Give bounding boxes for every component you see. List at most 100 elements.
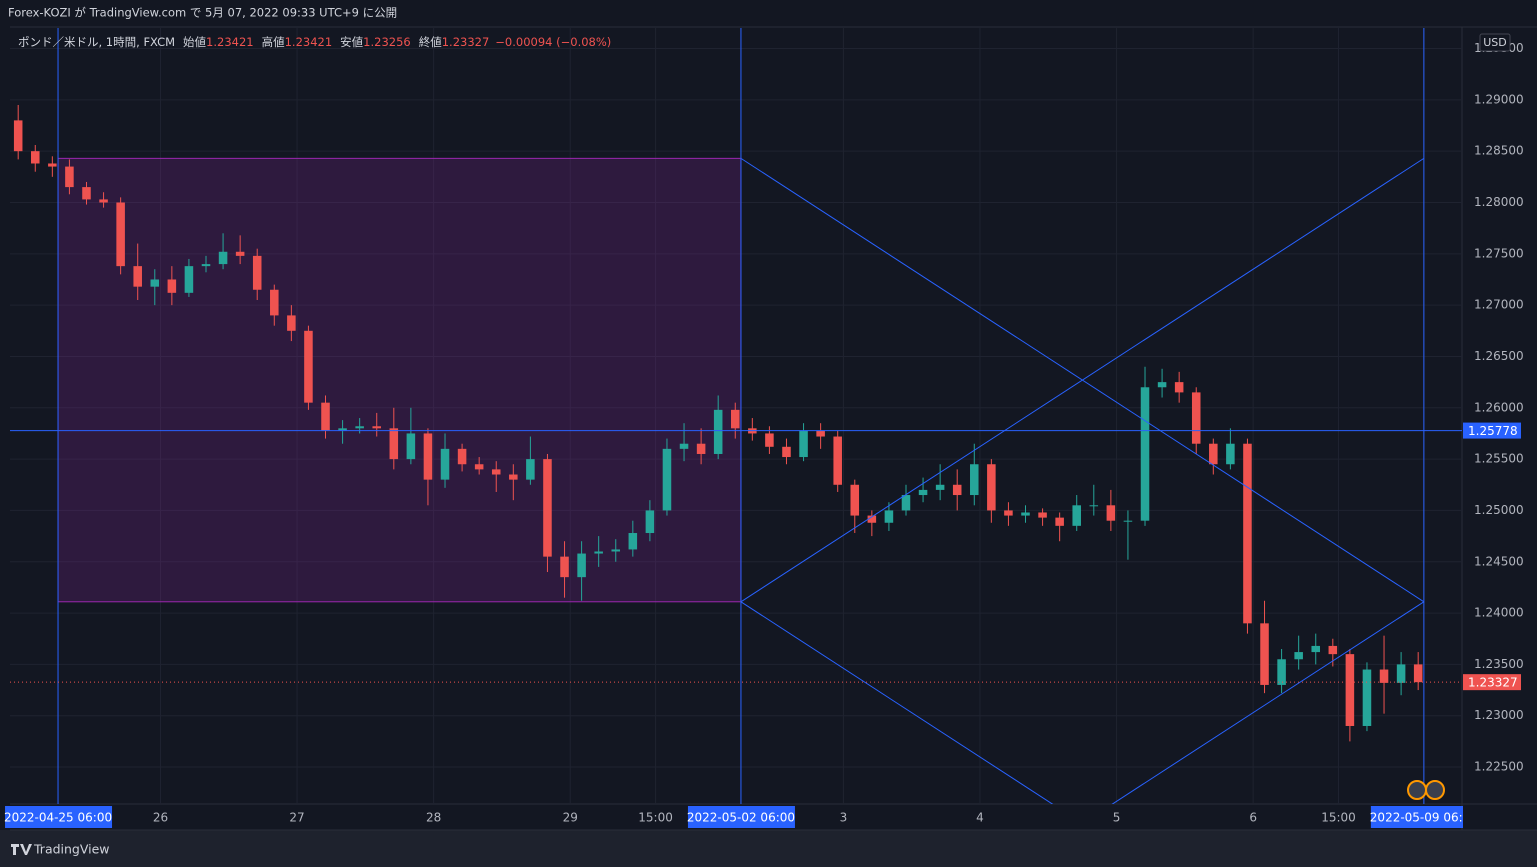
- overlay: 1.22500 1.23000 1.23500 1.24000 1.24500 1.250…: [4, 33, 1537, 829]
- legend-value: 1.23421: [285, 35, 333, 49]
- footer-bar: [0, 830, 1537, 867]
- legend: ポンド／米ドル, 1時間, FXCM 始値1.23421 高値1.23421 安値1.…: [18, 35, 611, 49]
- candle-body: [1072, 505, 1081, 526]
- candle-body: [423, 433, 433, 480]
- candle-body: [833, 436, 842, 485]
- candle-body: [116, 202, 125, 267]
- candle-body: [218, 251, 228, 265]
- legend-value: 1.23327: [442, 35, 490, 49]
- candle-body: [457, 448, 467, 465]
- legend-label: 始値: [183, 35, 206, 49]
- header-title: Forex-KOZI が TradingView.com で 5月 07, 20…: [8, 6, 397, 20]
- y-tick-label: 1.23500: [1474, 657, 1524, 671]
- candle-body: [867, 515, 877, 523]
- candle-body: [1260, 623, 1269, 685]
- candle-body: [1294, 652, 1303, 660]
- candle-body: [1243, 443, 1252, 624]
- price-badge-label: 1.25778: [1468, 424, 1518, 438]
- x-tick-label: 2022-04-25 06:00: [4, 811, 112, 825]
- candle-body: [799, 430, 808, 458]
- price-badge: [1463, 422, 1521, 439]
- candle-body: [1345, 654, 1355, 726]
- x-tick-label: 15:00: [638, 811, 673, 825]
- y-tick-label: 1.26000: [1474, 400, 1524, 414]
- brand-text: TradingView: [33, 842, 110, 857]
- candle-body: [270, 289, 279, 316]
- candle-body: [321, 402, 330, 431]
- candle-body: [935, 484, 945, 490]
- event-icon[interactable]: [1425, 780, 1445, 800]
- y-tick-label: 1.27000: [1474, 298, 1524, 312]
- event-icons: [1407, 780, 1445, 800]
- candle-body: [611, 549, 621, 552]
- y-tick-label: 1.25500: [1474, 452, 1524, 466]
- candle-body: [526, 459, 535, 480]
- y-tick-label: 1.22500: [1474, 760, 1524, 774]
- candle-body: [1379, 669, 1389, 683]
- candle-body: [1396, 664, 1406, 683]
- candle-body: [713, 409, 723, 454]
- candle-body: [1140, 387, 1150, 521]
- x-tick-label: 2022-05-02 06:00: [687, 811, 795, 825]
- y-tick-label: 1.25000: [1474, 503, 1524, 517]
- event-icon[interactable]: [1407, 780, 1427, 800]
- brand-logo: [11, 844, 32, 855]
- candle-body: [765, 433, 774, 447]
- y-tick-label: 1.26500: [1474, 349, 1524, 363]
- candle-body: [730, 409, 740, 429]
- candle-body: [1038, 512, 1047, 518]
- candle-body: [1209, 443, 1218, 465]
- candle-body: [662, 448, 672, 511]
- legend-value: 1.23421: [206, 35, 254, 49]
- y-tick-label: 1.28000: [1474, 195, 1524, 209]
- x-tick-label: 26: [153, 811, 168, 825]
- plot-area: [10, 28, 1462, 804]
- candle-body: [1174, 382, 1184, 393]
- candle-body: [167, 279, 177, 293]
- candle-body: [201, 264, 211, 267]
- candle-body: [918, 489, 928, 496]
- candle-body: [543, 459, 552, 557]
- candle-body: [1226, 443, 1235, 465]
- candle-body: [509, 474, 518, 480]
- candle-body: [389, 428, 399, 460]
- candle-body: [850, 484, 860, 516]
- candle-body: [782, 446, 791, 458]
- currency-label: USD: [1483, 36, 1507, 49]
- candle-body: [184, 266, 194, 293]
- candle-body: [1106, 505, 1116, 521]
- y-tick-label: 1.29000: [1474, 92, 1524, 106]
- x-tick-label: 2022-05-09 06:00: [1370, 811, 1478, 825]
- x-tick-badge: [1370, 806, 1478, 828]
- candle-body: [696, 443, 706, 454]
- candle-body: [252, 255, 262, 290]
- candle-body: [372, 426, 381, 429]
- x-tick-label: 6: [1249, 811, 1257, 825]
- candle-body: [560, 556, 569, 578]
- candle-body: [1021, 512, 1030, 516]
- x-tick-label: 15:00: [1321, 811, 1356, 825]
- candle-body: [952, 484, 962, 496]
- candle-body: [1311, 645, 1321, 653]
- x-tick-label: 28: [426, 811, 441, 825]
- candle-body: [1004, 510, 1013, 516]
- candle-body: [30, 151, 40, 164]
- candle-body: [150, 279, 160, 287]
- trend-line: [740, 601, 1054, 804]
- candle-body: [987, 464, 996, 511]
- candle-body: [1413, 664, 1423, 683]
- trend-line: [740, 157, 1425, 603]
- candle-body: [338, 428, 347, 431]
- candle-body: [491, 469, 501, 475]
- candle-body: [1277, 659, 1286, 685]
- x-tick-badge: [5, 806, 113, 828]
- candle-body: [1123, 520, 1133, 522]
- candle-body: [65, 166, 74, 188]
- candle-body: [628, 533, 638, 550]
- candle-body: [304, 330, 313, 403]
- candle-body: [1328, 645, 1338, 655]
- legend-label: 終値: [419, 35, 442, 49]
- y-tick-label: 1.24000: [1474, 606, 1524, 620]
